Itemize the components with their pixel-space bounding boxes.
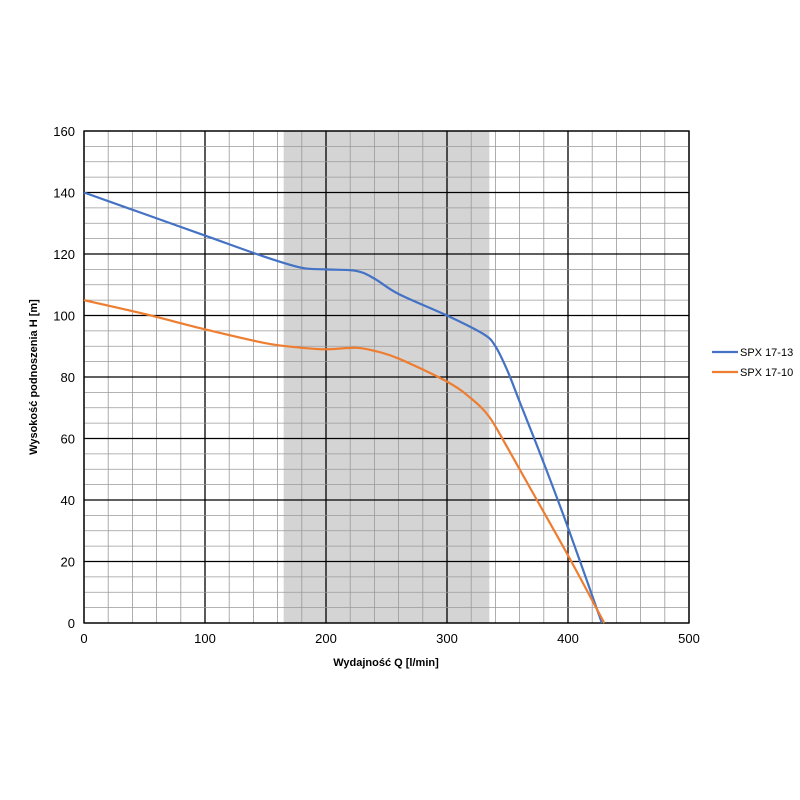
x-tick-label: 500 <box>678 631 700 646</box>
x-tick-label: 100 <box>194 631 216 646</box>
x-axis-title: Wydajność Q [l/min] <box>333 657 439 669</box>
x-tick-label: 0 <box>80 631 87 646</box>
y-tick-label: 80 <box>61 370 75 385</box>
legend: SPX 17-13 SPX 17-10 <box>712 347 793 379</box>
legend-label-1: SPX 17-13 <box>740 347 793 359</box>
grid-layer <box>83 130 690 624</box>
y-tick-label: 20 <box>61 555 75 570</box>
y-axis-title: Wysokość podnoszenia H [m] <box>28 299 40 455</box>
y-tick-label: 40 <box>61 493 75 508</box>
y-tick-label: 0 <box>68 616 75 631</box>
y-tick-label: 60 <box>61 432 75 447</box>
x-tick-label: 300 <box>436 631 458 646</box>
y-tick-label: 140 <box>53 186 75 201</box>
plot-frame <box>83 130 690 624</box>
series-line-1 <box>83 191 603 624</box>
tick-label-layer: 0 100 200 300 400 500 0 20 40 60 80 100 120 140 160 <box>53 124 700 646</box>
y-tick-label: 160 <box>53 124 75 139</box>
y-tick-label: 100 <box>53 309 75 324</box>
series-line-2 <box>83 299 606 624</box>
x-tick-label: 200 <box>315 631 337 646</box>
series-layer <box>83 191 606 624</box>
y-tick-label: 120 <box>53 247 75 262</box>
legend-label-2: SPX 17-10 <box>740 367 793 379</box>
x-tick-label: 400 <box>557 631 579 646</box>
